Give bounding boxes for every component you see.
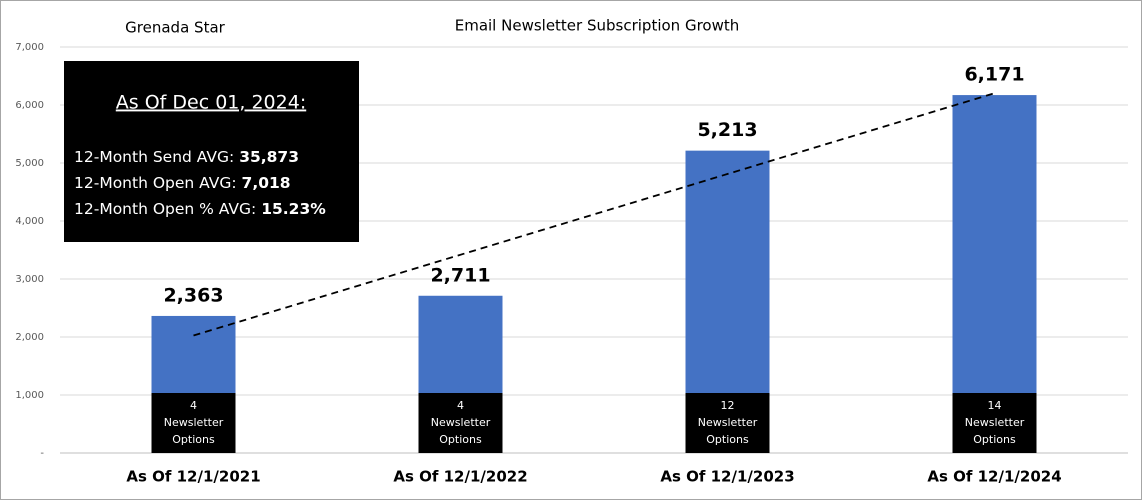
y-tick-label: 6,000 [15, 100, 44, 111]
x-tick-label: As Of 12/1/2023 [660, 468, 794, 486]
info-box [64, 61, 359, 242]
info-box-title: As Of Dec 01, 2024: [116, 92, 306, 114]
base-box-text: Newsletter [698, 416, 758, 429]
base-box [685, 393, 770, 453]
base-box [418, 393, 503, 453]
chart-title: Email Newsletter Subscription Growth [455, 17, 740, 35]
base-box-text: Options [706, 433, 749, 446]
base-box [952, 393, 1037, 453]
value-label: 5,213 [697, 119, 757, 141]
base-box-text: Newsletter [431, 416, 491, 429]
info-box-line: 12-Month Open AVG: 7,018 [74, 174, 291, 192]
y-tick-label: - [40, 448, 44, 459]
info-value: 15.23% [261, 200, 326, 218]
base-box [151, 393, 236, 453]
base-box-text: 12 [721, 399, 735, 412]
y-tick-label: 3,000 [15, 274, 44, 285]
info-box-line: 12-Month Send AVG: 35,873 [74, 148, 299, 166]
trendline [193, 92, 995, 337]
x-tick-label: As Of 12/1/2021 [126, 468, 260, 486]
y-tick-label: 7,000 [15, 42, 44, 53]
base-box-text: Options [439, 433, 482, 446]
info-value: 7,018 [242, 174, 291, 192]
x-tick-label: As Of 12/1/2024 [927, 468, 1061, 486]
info-value: 35,873 [239, 148, 299, 166]
info-box-line: 12-Month Open % AVG: 15.23% [74, 200, 326, 218]
base-box-text: 4 [190, 399, 197, 412]
value-label: 6,171 [964, 64, 1024, 86]
info-label: 12-Month Send AVG: [74, 148, 234, 166]
chart-subtitle: Grenada Star [125, 19, 225, 37]
base-box-text: Options [172, 433, 215, 446]
y-tick-label: 5,000 [15, 158, 44, 169]
base-box-text: Newsletter [164, 416, 224, 429]
base-box-text: Options [973, 433, 1016, 446]
base-box-text: 14 [988, 399, 1002, 412]
y-tick-label: 1,000 [15, 390, 44, 401]
value-label: 2,363 [163, 284, 223, 306]
value-label: 2,711 [430, 264, 490, 286]
y-tick-label: 2,000 [15, 332, 44, 343]
base-box-text: Newsletter [965, 416, 1025, 429]
y-tick-label: 4,000 [15, 216, 44, 227]
base-box-text: 4 [457, 399, 464, 412]
info-label: 12-Month Open % AVG: [74, 200, 256, 218]
x-tick-label: As Of 12/1/2022 [393, 468, 527, 486]
info-label: 12-Month Open AVG: [74, 174, 237, 192]
